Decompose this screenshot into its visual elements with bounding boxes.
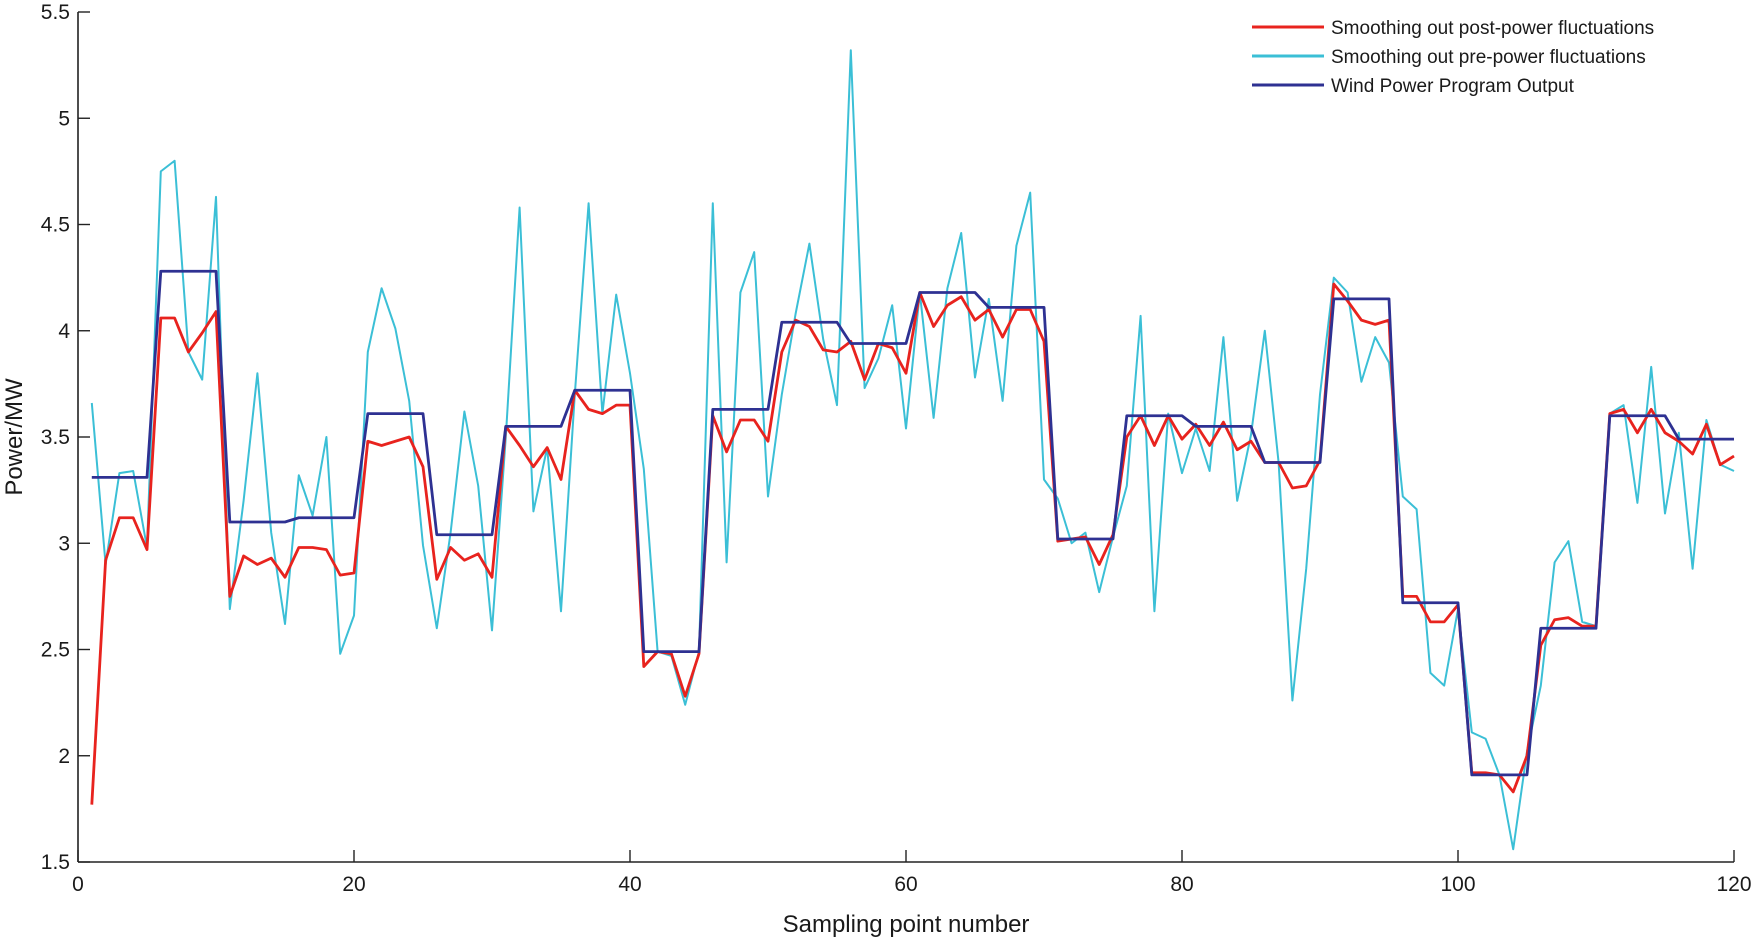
legend: Smoothing out post-power fluctuations Smo… [1252,18,1654,97]
y-tick-label: 2.5 [41,639,70,662]
x-axis-title: Sampling point number [783,911,1030,938]
x-tick-label: 80 [1170,873,1193,896]
y-tick-label: 5.5 [41,1,70,24]
y-axis-ticks: 1.5 2 2.5 3 3.5 4 4.5 5 5.5 [41,1,90,874]
legend-label: Smoothing out post-power fluctuations [1331,18,1654,39]
y-tick-label: 3.5 [41,426,70,449]
y-tick-label: 5 [58,107,70,130]
x-tick-label: 0 [72,873,84,896]
y-tick-label: 1.5 [41,851,70,874]
y-tick-label: 2 [58,745,70,768]
x-tick-label: 20 [342,873,365,896]
series-layer [90,49,1735,851]
series-line-wind-power-program-output [91,269,1734,777]
y-tick-label: 4 [58,320,70,343]
x-tick-label: 60 [894,873,917,896]
x-tick-label: 120 [1716,873,1751,896]
series-line-smoothing-out-pre-power-fluctuations [90,49,1735,851]
x-tick-label: 40 [618,873,641,896]
legend-label: Smoothing out pre-power fluctuations [1331,47,1646,68]
legend-label: Wind Power Program Output [1331,76,1575,97]
x-axis-ticks: 0 20 40 60 80 100 120 [72,850,1752,896]
y-axis-title: Power/MW [1,378,28,496]
y-tick-label: 3 [58,532,70,555]
y-tick-label: 4.5 [41,214,70,237]
x-tick-label: 100 [1440,873,1475,896]
